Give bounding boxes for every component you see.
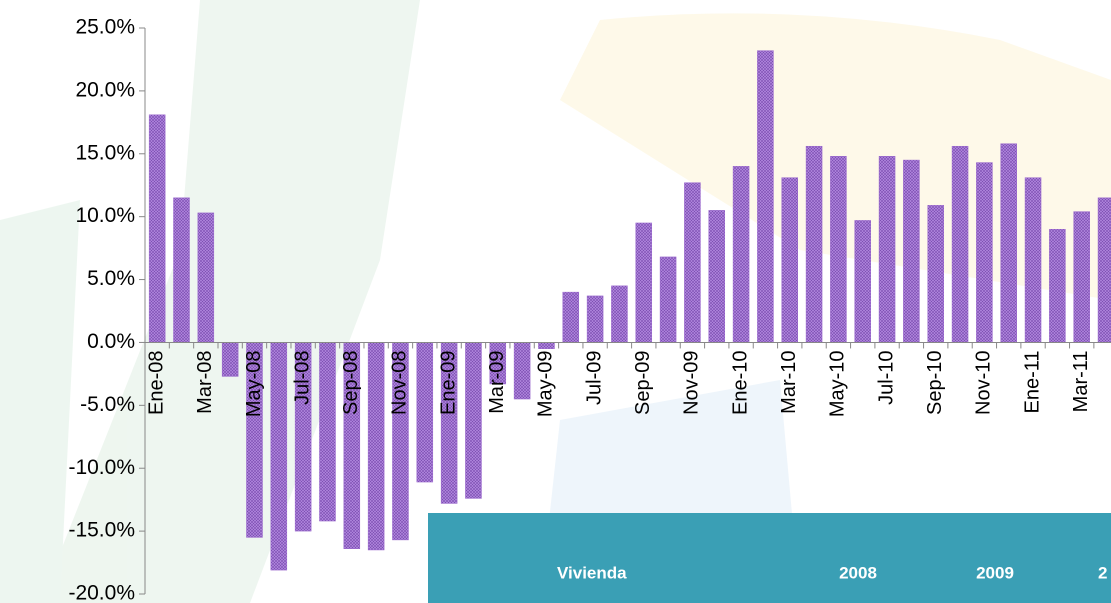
bar <box>586 295 604 343</box>
bar <box>538 342 555 349</box>
y-tick-label: 10.0% <box>75 204 135 227</box>
bar <box>270 342 288 571</box>
bar <box>830 156 847 343</box>
bar <box>903 159 920 343</box>
y-tick-label: 5.0% <box>87 267 135 290</box>
y-tick-label: 20.0% <box>75 78 135 101</box>
bar <box>416 342 434 483</box>
bar <box>367 342 385 551</box>
x-tick-label: Ene-08 <box>145 350 167 415</box>
bar <box>732 166 750 343</box>
table-header-cell: Vivienda <box>557 563 627 582</box>
bar <box>878 156 896 343</box>
y-tick-label: -5.0% <box>80 393 135 416</box>
bar <box>173 197 190 343</box>
x-tick-label: Ene-09 <box>437 350 459 415</box>
x-tick-label: Jul-09 <box>583 350 605 404</box>
bar <box>805 145 823 343</box>
x-tick-label: Nov-09 <box>681 350 703 414</box>
data-table: Vivienda 2008 2009 2 <box>428 513 1111 603</box>
plot-area: -20.0% -15.0% -10.0% -5.0% 0.0% 5.0% 10.0% 15.0… <box>68 16 1111 603</box>
bar <box>854 220 871 343</box>
bar <box>951 145 969 343</box>
bar <box>1000 143 1017 343</box>
table-header-bg <box>428 513 1111 603</box>
bar <box>659 256 677 343</box>
bar <box>684 182 701 343</box>
x-tick-label: Sep-10 <box>924 350 946 415</box>
y-tick-label: -10.0% <box>68 456 135 479</box>
y-tick-label: -15.0% <box>68 519 135 542</box>
x-tick-label: Sep-08 <box>340 350 362 415</box>
bar <box>319 342 336 522</box>
x-tick-label: Nov-10 <box>973 350 995 414</box>
x-tick-label: Mar-09 <box>486 350 508 413</box>
table-header-cell: 2 <box>1098 563 1107 582</box>
x-tick-label: May-10 <box>827 350 849 417</box>
x-tick-label: Ene-11 <box>1021 350 1043 413</box>
bar <box>465 342 482 499</box>
bar <box>1073 211 1090 343</box>
bar <box>1024 177 1042 343</box>
bar <box>513 342 531 400</box>
x-tick-label: Nov-08 <box>389 350 411 414</box>
y-tick-label: 25.0% <box>75 16 135 39</box>
bar <box>781 177 798 343</box>
x-tick-label: Ene-10 <box>729 350 751 415</box>
bar <box>635 222 653 343</box>
bar <box>976 162 993 343</box>
x-tick-label: May-09 <box>535 350 557 417</box>
bar <box>197 212 215 343</box>
x-tick-label: Jul-10 <box>875 350 897 404</box>
bar <box>221 342 239 377</box>
x-tick-label: Mar-10 <box>778 350 800 413</box>
bar <box>1049 228 1066 343</box>
bar <box>148 114 166 343</box>
x-tick-label: Jul-08 <box>291 350 313 404</box>
x-tick-label: May-08 <box>243 350 265 417</box>
table-header-cell: 2008 <box>839 563 877 582</box>
bar <box>611 285 628 343</box>
bar <box>927 205 944 343</box>
bar <box>757 50 774 343</box>
y-tick-label: 15.0% <box>75 141 135 164</box>
table-header-cell: 2009 <box>976 563 1014 582</box>
x-tick-label: Mar-08 <box>194 350 216 413</box>
x-tick-label: Sep-09 <box>632 350 654 415</box>
bar <box>708 210 726 343</box>
y-tick-label: -20.0% <box>68 582 135 603</box>
y-tick-label: 0.0% <box>87 330 135 353</box>
x-tick-label: Mar-11 <box>1070 350 1092 412</box>
bar <box>562 291 580 343</box>
bar <box>1097 197 1111 343</box>
